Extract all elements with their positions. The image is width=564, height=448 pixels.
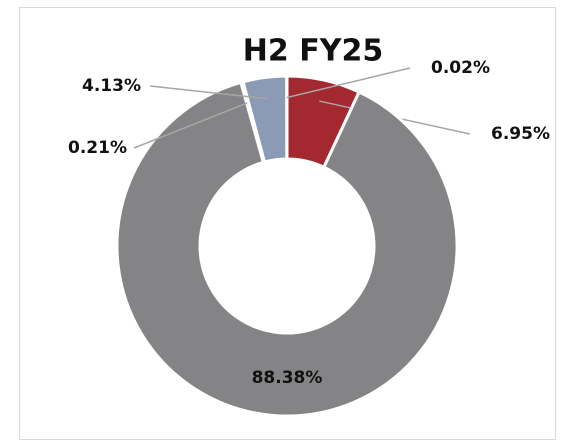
chart-frame [19,7,556,440]
data-label: 6.95% [491,124,550,144]
leader-line [149,85,268,100]
chart-title: H2 FY25 [243,34,383,69]
data-label: 0.02% [431,58,490,78]
data-label: 88.38% [252,368,323,388]
data-label: 4.13% [82,76,141,96]
leader-line [286,67,411,99]
data-label: 0.21% [68,138,127,158]
donut-slice [115,80,459,418]
leader-line [133,102,248,149]
